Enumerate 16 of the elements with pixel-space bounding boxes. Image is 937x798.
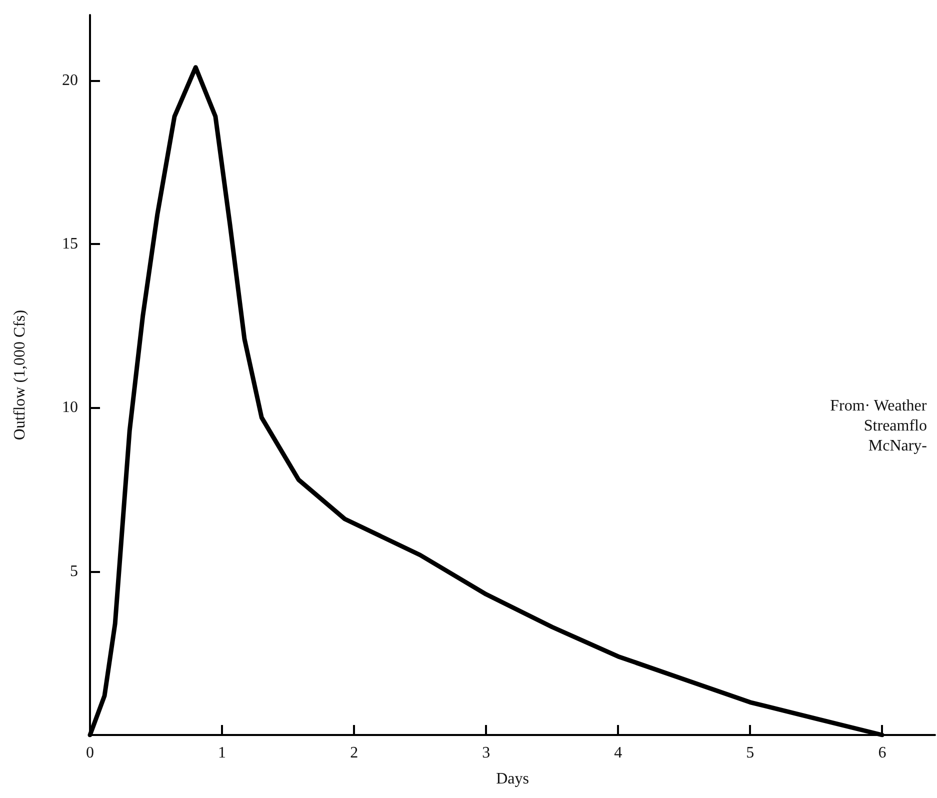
x-tick-label: 1 bbox=[218, 744, 226, 762]
y-axis-title: Outflow (1,000 Cfs) bbox=[12, 310, 28, 440]
y-tick-label: 20 bbox=[62, 72, 78, 89]
y-tick-label: 5 bbox=[70, 562, 78, 580]
x-tick-label: 2 bbox=[350, 744, 358, 762]
x-tick-label: 6 bbox=[878, 744, 886, 762]
x-axis-title: Days bbox=[496, 770, 529, 788]
x-tick-label: 5 bbox=[746, 744, 754, 762]
x-tick-label: 0 bbox=[86, 744, 94, 762]
y-tick-label: 10 bbox=[62, 399, 78, 416]
x-tick-label: 4 bbox=[614, 744, 622, 762]
annotation: McNary- bbox=[868, 438, 927, 454]
x-tick-label: 3 bbox=[482, 744, 490, 762]
y-tick-label: 15 bbox=[62, 236, 78, 253]
annotation: Streamflo bbox=[864, 418, 927, 434]
annotation: From· Weather bbox=[830, 398, 928, 414]
